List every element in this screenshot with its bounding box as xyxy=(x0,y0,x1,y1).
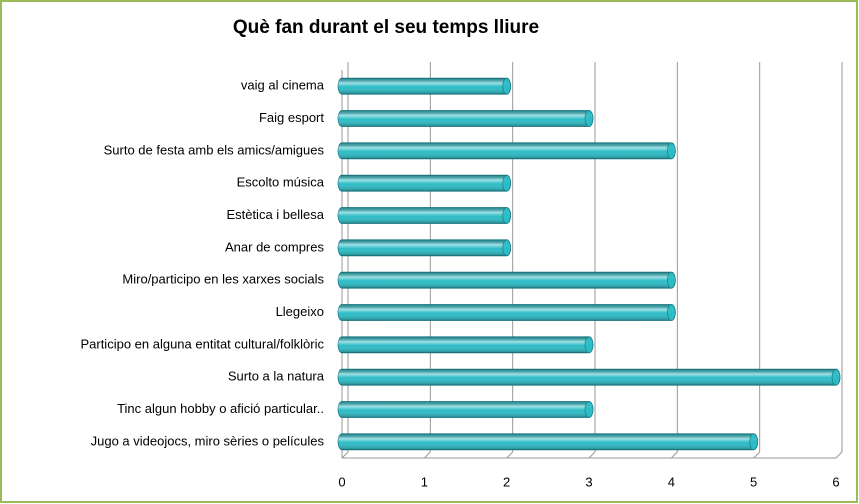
x-tick-label: 2 xyxy=(503,474,510,489)
y-tick-label: Surto de festa amb els amics/amigues xyxy=(104,142,325,157)
y-tick-label: Tinc algun hobby o afició particular.. xyxy=(117,401,324,416)
x-tick-label: 4 xyxy=(668,474,675,489)
x-tick-label: 3 xyxy=(585,474,592,489)
x-tick-label: 5 xyxy=(750,474,757,489)
grid-line-floor xyxy=(423,451,431,459)
y-tick-label: Miro/participo en les xarxes socials xyxy=(122,272,324,287)
bar xyxy=(337,110,594,127)
bar-cap xyxy=(584,110,594,127)
grid-line-floor xyxy=(341,451,349,459)
bar xyxy=(337,433,759,451)
y-tick-label: Surto a la natura xyxy=(228,369,325,384)
y-tick-label: Escolto música xyxy=(237,175,325,190)
x-tick-label: 6 xyxy=(832,474,839,489)
x-tick-label: 1 xyxy=(421,474,428,489)
grid-line-floor xyxy=(670,451,678,459)
bar xyxy=(337,304,676,321)
bar-cap xyxy=(502,239,512,257)
bar-cap xyxy=(666,271,676,289)
bar-cap xyxy=(749,433,759,451)
chart-title: Què fan durant el seu temps lliure xyxy=(233,17,539,38)
grid-line-floor xyxy=(506,451,514,459)
bar xyxy=(337,77,512,95)
bar-cap xyxy=(831,368,841,386)
bar xyxy=(337,174,512,192)
bar xyxy=(337,336,594,354)
y-tick-label: Estètica i bellesa xyxy=(226,207,324,222)
bar-cap xyxy=(502,174,512,192)
bar-cap xyxy=(584,336,594,354)
bar-cap xyxy=(666,142,676,160)
y-tick-label: Llegeixo xyxy=(276,304,324,319)
y-tick-label: vaig al cinema xyxy=(241,78,325,93)
bar-cap xyxy=(666,304,676,321)
bar xyxy=(337,207,512,224)
bar-cap xyxy=(502,77,512,95)
bar xyxy=(337,239,512,257)
bar xyxy=(337,401,594,418)
y-tick-label: Faig esport xyxy=(259,110,324,125)
bar xyxy=(337,271,676,289)
bar-cap xyxy=(502,207,512,224)
y-tick-label: Anar de compres xyxy=(225,239,324,254)
y-tick-label: Participo en alguna entitat cultural/fol… xyxy=(80,336,324,351)
bar xyxy=(337,142,676,160)
y-tick-label: Jugo a videojocs, miro sèries o películe… xyxy=(91,433,325,448)
grid-line-floor xyxy=(753,451,761,459)
bar-cap xyxy=(584,401,594,418)
grid-line-floor xyxy=(835,451,843,459)
bar xyxy=(337,368,841,386)
grid-line-floor xyxy=(588,451,596,459)
x-tick-label: 0 xyxy=(338,474,345,489)
